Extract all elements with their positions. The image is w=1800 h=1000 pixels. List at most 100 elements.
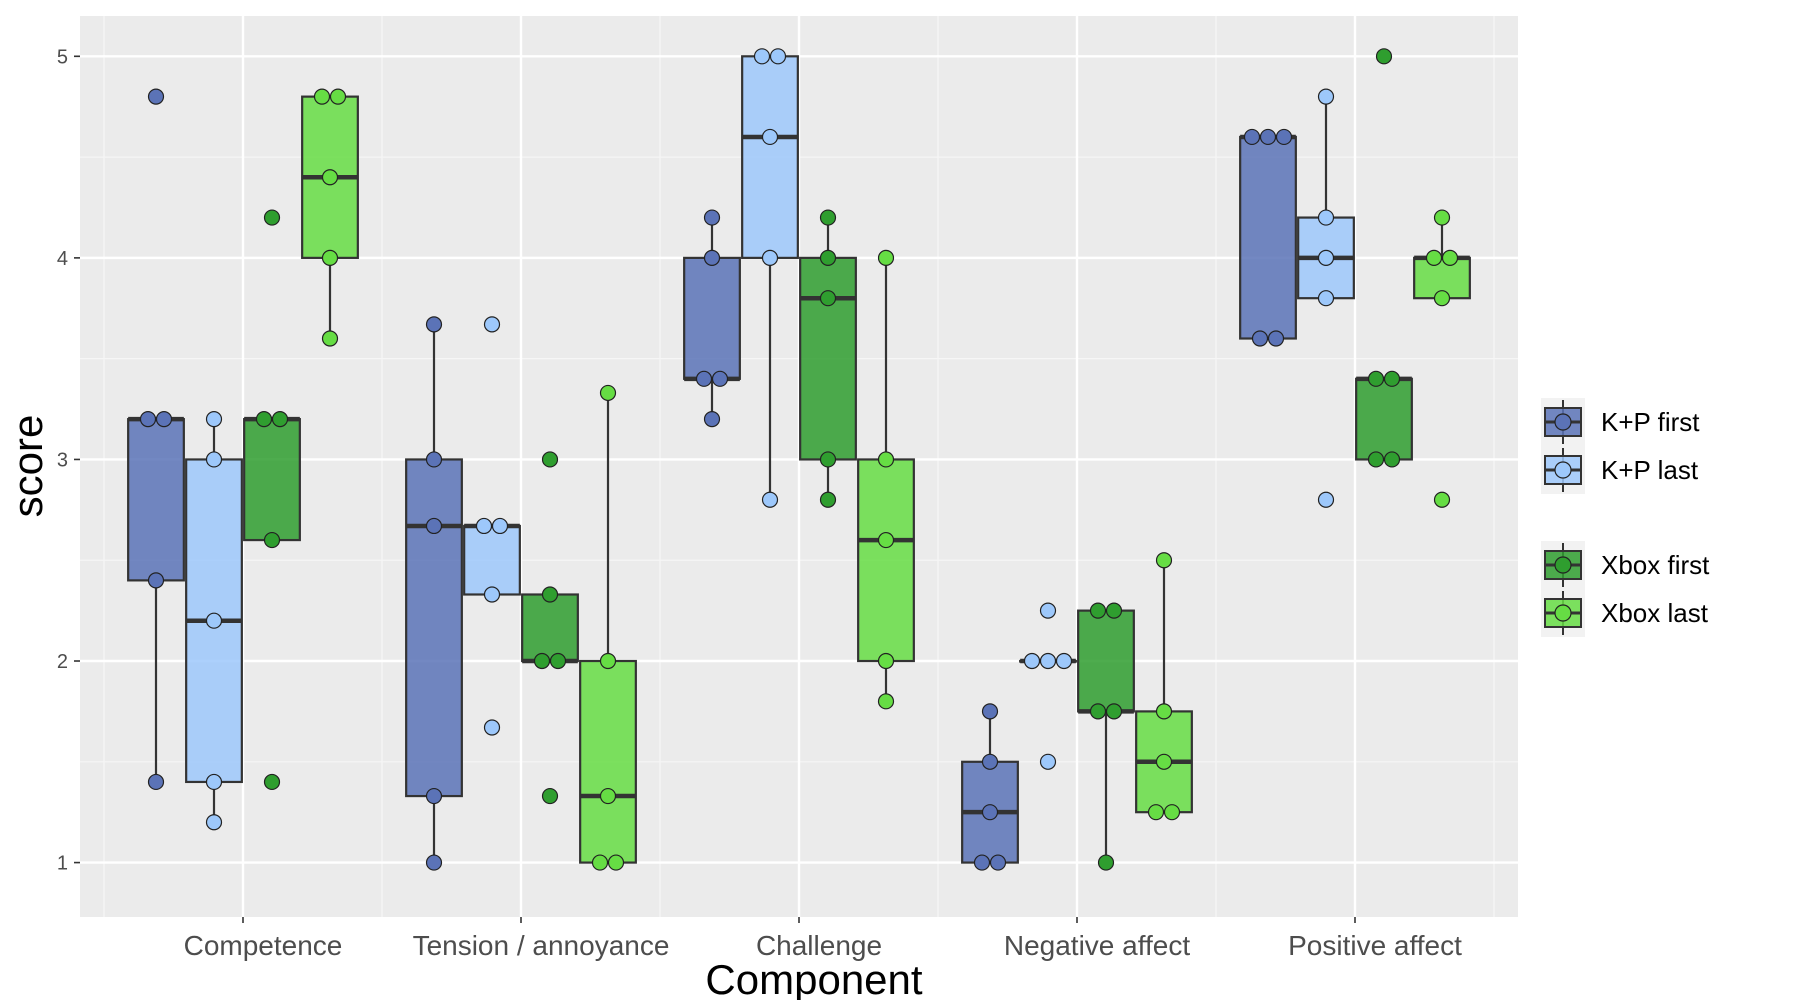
data-point	[1089, 602, 1107, 619]
data-point	[819, 491, 837, 508]
data-point	[1039, 753, 1057, 770]
data-point	[155, 411, 173, 428]
data-point	[271, 411, 289, 428]
box-group	[799, 209, 857, 508]
box-group	[405, 316, 463, 871]
box-group	[301, 88, 359, 347]
box-group	[1019, 602, 1077, 770]
data-point	[533, 652, 551, 670]
y-tick-label: 3	[57, 449, 68, 471]
data-point	[483, 719, 501, 736]
box-group	[961, 703, 1019, 871]
box	[799, 256, 857, 461]
data-point	[981, 753, 999, 770]
data-point	[1433, 491, 1451, 508]
data-point	[599, 652, 617, 670]
box-group	[185, 411, 243, 831]
data-point	[711, 370, 729, 387]
box-group	[1135, 552, 1193, 821]
data-point	[981, 703, 999, 720]
data-point	[1243, 128, 1261, 146]
data-point	[819, 209, 837, 226]
data-point	[1039, 602, 1057, 619]
data-point	[761, 491, 779, 508]
box-group	[1239, 128, 1297, 347]
box	[1239, 135, 1297, 340]
data-point	[263, 531, 281, 549]
box	[521, 593, 579, 663]
data-point	[1317, 209, 1335, 226]
data-point	[425, 787, 443, 805]
data-point	[1275, 128, 1293, 146]
box-group	[1355, 48, 1413, 468]
data-point	[1105, 703, 1123, 720]
legend: K+P first K+P last Xbox first Xbox last	[1541, 398, 1710, 637]
data-point	[607, 854, 625, 871]
data-point	[475, 517, 493, 535]
data-point	[1383, 451, 1401, 468]
box	[243, 418, 301, 542]
data-point	[819, 451, 837, 468]
legend-key-point	[1554, 556, 1572, 574]
data-point	[147, 88, 165, 105]
data-point	[483, 316, 501, 333]
data-point	[877, 451, 895, 468]
box	[1077, 609, 1135, 713]
data-point	[1433, 209, 1451, 226]
data-point	[549, 652, 567, 670]
data-point	[483, 586, 501, 603]
data-point	[761, 128, 779, 146]
data-point	[1317, 290, 1335, 307]
data-point	[703, 249, 721, 266]
data-point	[263, 209, 281, 226]
chart-marks	[127, 48, 1471, 871]
data-point	[877, 693, 895, 710]
data-point	[321, 330, 339, 347]
box-group	[741, 48, 799, 508]
box	[1355, 377, 1413, 461]
legend-key-point	[1554, 604, 1572, 622]
x-tick-label: Competence	[184, 930, 343, 961]
data-point	[541, 586, 559, 603]
legend-item: Xbox first	[1541, 541, 1710, 589]
legend-item: K+P last	[1541, 446, 1699, 494]
data-point	[313, 88, 331, 105]
data-point	[877, 249, 895, 266]
legend-key-point	[1554, 461, 1572, 479]
data-point	[321, 249, 339, 266]
data-point	[205, 411, 223, 428]
box	[405, 458, 463, 798]
data-point	[205, 773, 223, 791]
y-tick-label: 5	[57, 46, 68, 68]
legend-label: K+P last	[1601, 455, 1699, 485]
data-point	[1097, 854, 1115, 871]
data-point	[329, 88, 347, 105]
data-point	[205, 814, 223, 831]
box	[741, 55, 799, 259]
data-point	[599, 384, 617, 402]
y-axis-title: score	[4, 415, 51, 518]
x-tick-label: Negative affect	[1004, 930, 1190, 961]
y-tick-label: 4	[57, 248, 68, 270]
box-group	[1077, 602, 1135, 871]
data-point	[1367, 451, 1385, 468]
data-point	[147, 773, 165, 791]
data-point	[541, 451, 559, 468]
data-point	[1317, 249, 1335, 266]
box-group	[1297, 88, 1355, 508]
data-point	[591, 854, 609, 871]
box-group	[243, 209, 301, 791]
x-axis-title: Component	[705, 956, 922, 1000]
grid-major	[80, 16, 1518, 917]
data-point	[139, 411, 157, 428]
x-axis: Competence Tension / annoyance Challenge Ne…	[184, 917, 1462, 961]
y-tick-label: 2	[57, 651, 68, 673]
data-point	[541, 787, 559, 805]
data-point	[1055, 652, 1073, 670]
data-point	[703, 411, 721, 428]
data-point	[425, 451, 443, 468]
data-point	[1383, 370, 1401, 387]
data-point	[1425, 249, 1443, 266]
data-point	[425, 316, 443, 333]
data-point	[425, 517, 443, 535]
